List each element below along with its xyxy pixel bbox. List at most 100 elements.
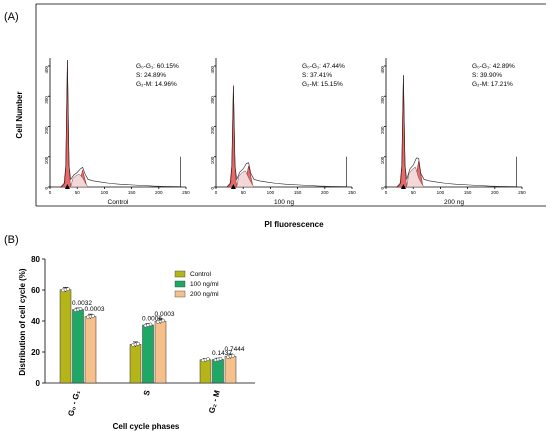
panel-a: (A) Cell Number PI fluorescence 0 100 200 3… <box>4 3 546 229</box>
data-point <box>231 353 235 358</box>
p-value-label: 0.0032 <box>72 300 92 307</box>
g1-marker <box>64 184 70 189</box>
bar-chart-category-label: G₀ - G₁ <box>66 389 82 418</box>
g1-marker <box>400 184 406 189</box>
x-tick-label: 50 <box>411 190 417 195</box>
histogram-stat: G₂-M: 17.21% <box>472 81 513 88</box>
panel-b: (B) Distribution of cell cycle (%) Cell … <box>4 234 255 431</box>
legend-swatch <box>174 270 186 278</box>
p-value-label: 0.1437 <box>212 350 232 357</box>
x-tick-label: 150 <box>128 190 136 195</box>
data-point <box>91 314 95 318</box>
data-point <box>78 307 83 311</box>
histogram-stat: G₀-G₁: 47.44% <box>302 63 345 70</box>
bar-chart-y-tick-label: 40 <box>31 317 40 326</box>
s-phase-region <box>406 166 425 188</box>
g1-marker <box>230 184 236 189</box>
y-tick-label: 0 <box>380 187 385 190</box>
x-tick-label: 250 <box>518 190 526 195</box>
y-tick-label: 200 <box>210 126 215 134</box>
y-tick-label: 0 <box>44 187 49 190</box>
y-tick-label: 100 <box>380 156 385 164</box>
bar-chart-y-tick-label: 60 <box>31 286 40 295</box>
histogram-condition-label: Control <box>108 199 130 206</box>
bar <box>84 316 97 384</box>
y-tick-label: 400 <box>44 66 49 74</box>
bar-chart-legend: Control 100 ng/ml 200 ng/ml <box>174 270 219 298</box>
y-tick-label: 100 <box>44 156 49 164</box>
p-value-label: 0.0003 <box>155 311 175 318</box>
legend-label: Control <box>190 271 212 278</box>
histogram-trace <box>60 59 181 188</box>
panel-b-label: (B) <box>4 234 19 246</box>
bar <box>59 289 72 384</box>
y-tick-label: 300 <box>44 96 49 104</box>
x-tick-label: 250 <box>348 190 356 195</box>
p-value-label: 0.0006 <box>142 315 162 322</box>
histogram-stat: G₀-G₁: 42.89% <box>472 63 515 70</box>
y-tick-label: 200 <box>44 126 49 134</box>
legend-label: 100 ng/ml <box>190 281 219 288</box>
x-tick-label: 150 <box>464 190 472 195</box>
panel-a-y-axis-label: Cell Number <box>15 91 24 138</box>
x-tick-label: 200 <box>155 190 163 195</box>
y-tick-label: 0 <box>210 187 215 190</box>
histogram-trace <box>226 85 347 188</box>
bar-chart-x-axis-label: Cell cycle phases <box>113 422 180 431</box>
bar <box>72 309 84 384</box>
bar <box>129 344 142 384</box>
bar <box>212 359 224 384</box>
histogram-panels: 0 100 200 300 400 0 50 100 150 200 250 G₀-G₁: 60.15… <box>44 58 526 206</box>
y-tick-label: 300 <box>380 96 385 104</box>
x-tick-label: 250 <box>182 190 190 195</box>
histogram-2: 0 100 200 300 400 0 50 100 150 200 250 G₀-G₁: 47.44… <box>210 58 356 206</box>
data-point <box>161 318 165 323</box>
y-tick-label: 200 <box>380 126 385 134</box>
x-tick-label: 200 <box>321 190 329 195</box>
histogram-condition-label: 100 ng <box>274 199 294 206</box>
x-tick-label: 100 <box>101 190 109 195</box>
histogram-stat: S: 24.89% <box>136 72 166 79</box>
s-phase-region <box>236 170 255 188</box>
histogram-trace <box>396 75 517 188</box>
bar-chart-category-label: S <box>142 389 152 397</box>
bar <box>142 324 154 384</box>
legend-swatch <box>174 290 186 298</box>
histogram-1: 0 100 200 300 400 0 50 100 150 200 250 G₀-G₁: 60.15… <box>44 58 190 206</box>
bar <box>199 359 212 384</box>
legend-swatch <box>174 280 186 288</box>
data-point <box>218 356 223 361</box>
histogram-stat: G₀-G₁: 60.15% <box>136 63 179 70</box>
x-tick-label: 200 <box>491 190 499 195</box>
p-value-label: 0.0003 <box>85 306 105 313</box>
x-tick-label: 150 <box>294 190 302 195</box>
bar-chart-y-axis-label: Distribution of cell cycle (%) <box>18 268 27 375</box>
x-tick-label: 50 <box>241 190 247 195</box>
x-tick-label: 0 <box>385 190 388 195</box>
histogram-stat: G₂-M: 15.15% <box>302 81 343 88</box>
data-point <box>148 322 153 327</box>
panel-a-x-axis-label: PI fluorescence <box>264 220 324 229</box>
y-tick-label: 300 <box>210 96 215 104</box>
x-tick-label: 100 <box>437 190 445 195</box>
p-value-label: 0.7444 <box>225 346 245 353</box>
x-tick-label: 0 <box>49 190 52 195</box>
bar <box>154 320 167 384</box>
histogram-3: 0 100 200 300 400 0 50 100 150 200 250 G₀-G₁: 42.89… <box>380 58 526 206</box>
bar <box>224 356 237 384</box>
legend-label: 200 ng/ml <box>190 291 219 298</box>
bar-chart-y-tick-label: 0 <box>36 379 41 388</box>
y-tick-label: 400 <box>380 66 385 74</box>
y-tick-label: 100 <box>210 156 215 164</box>
s-phase-region <box>70 174 89 188</box>
bar-chart-category-label: G₂ - M <box>207 389 222 414</box>
histogram-stat: G₂-M: 14.96% <box>136 81 177 88</box>
histogram-stat: S: 39.90% <box>472 72 502 79</box>
x-tick-label: 50 <box>75 190 81 195</box>
data-point <box>136 341 140 346</box>
histogram-condition-label: 200 ng <box>444 199 464 206</box>
data-point <box>66 287 70 291</box>
panel-a-label: (A) <box>4 11 19 23</box>
